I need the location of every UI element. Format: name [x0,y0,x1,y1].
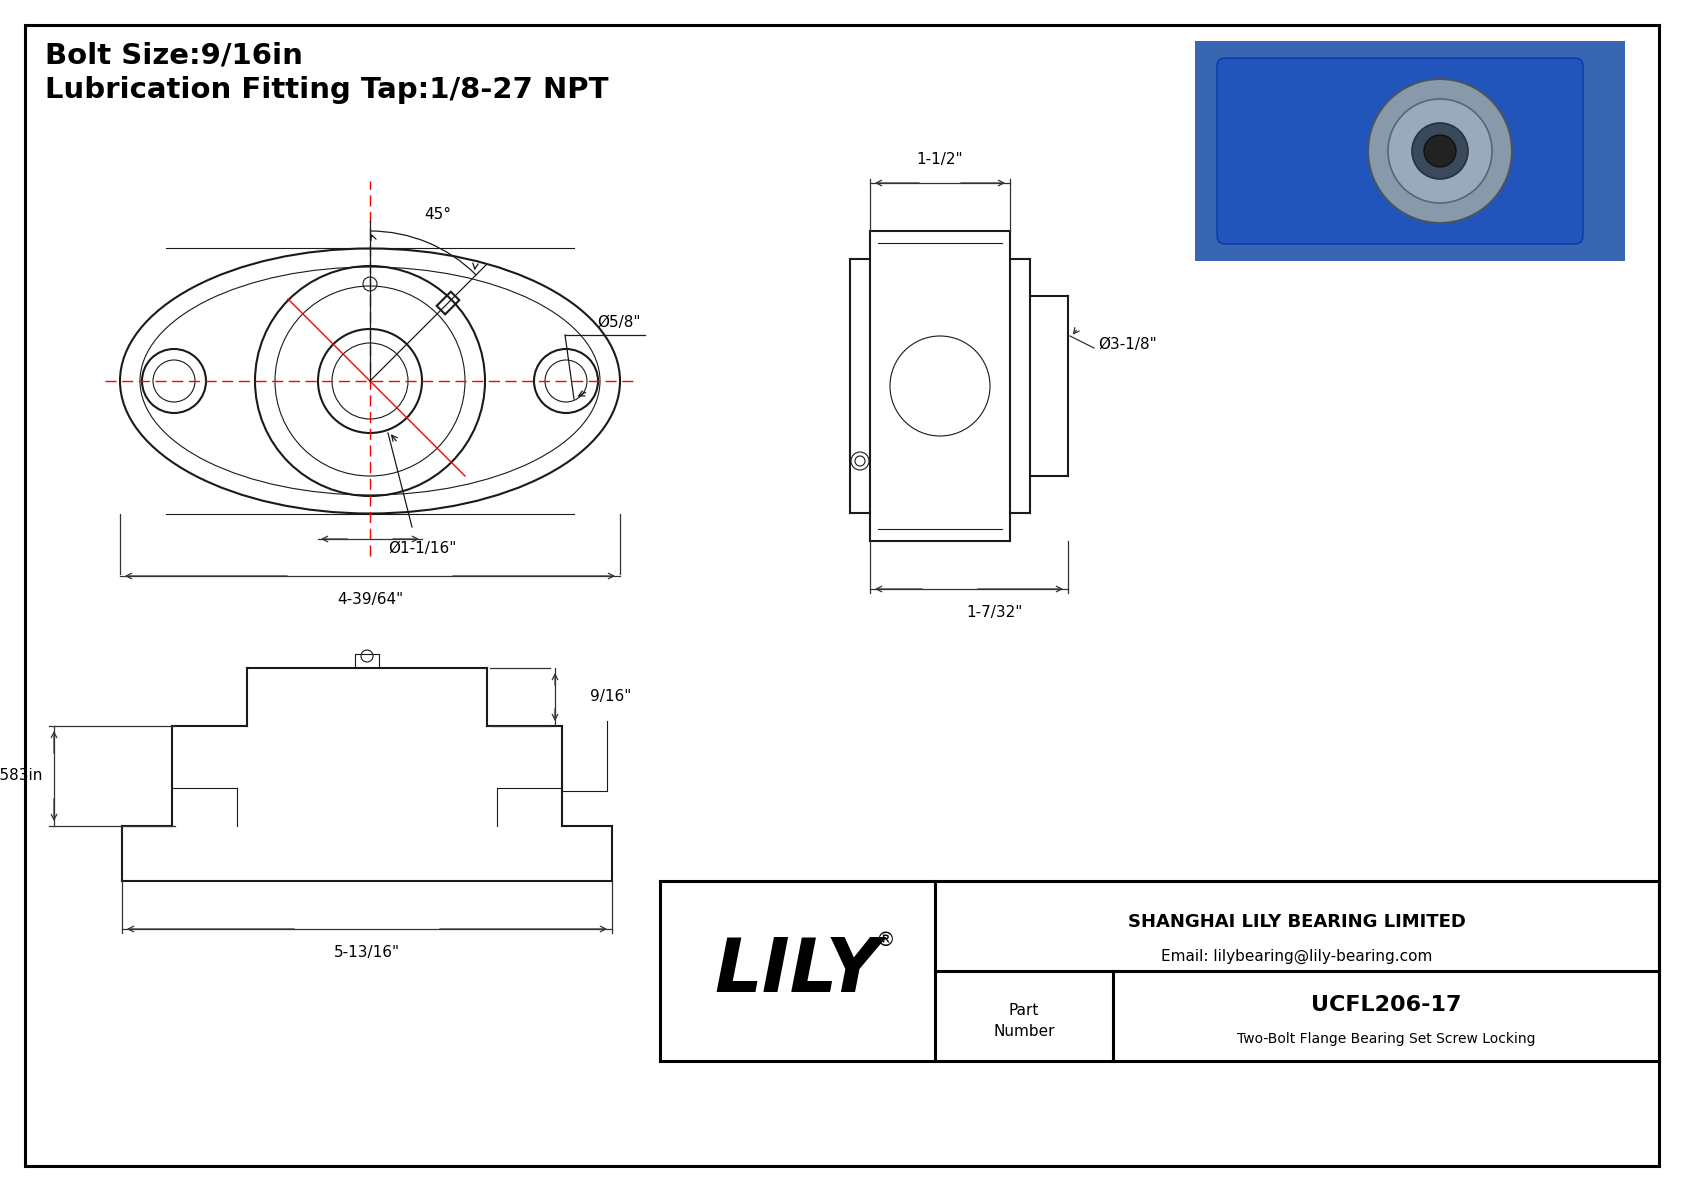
Circle shape [1425,135,1457,167]
Text: ®: ® [876,931,894,950]
Text: Bolt Size:9/16in: Bolt Size:9/16in [45,40,303,69]
Text: Two-Bolt Flange Bearing Set Screw Locking: Two-Bolt Flange Bearing Set Screw Lockin… [1236,1033,1536,1047]
FancyBboxPatch shape [1218,58,1583,244]
Text: SHANGHAI LILY BEARING LIMITED: SHANGHAI LILY BEARING LIMITED [1128,913,1467,931]
Text: 1-1/2": 1-1/2" [916,152,963,167]
Text: Part
Number: Part Number [994,1003,1054,1040]
Circle shape [1367,79,1512,223]
Circle shape [1411,123,1468,179]
Text: 1.583in: 1.583in [0,768,42,784]
Text: Lubrication Fitting Tap:1/8-27 NPT: Lubrication Fitting Tap:1/8-27 NPT [45,76,608,104]
Text: 4-39/64": 4-39/64" [337,592,402,607]
Text: Ø1-1/16": Ø1-1/16" [387,542,456,556]
Text: UCFL206-17: UCFL206-17 [1310,996,1462,1015]
Circle shape [1388,99,1492,202]
Text: Ø3-1/8": Ø3-1/8" [1098,337,1157,351]
Text: LILY: LILY [714,935,881,1008]
Text: Email: lilybearing@lily-bearing.com: Email: lilybearing@lily-bearing.com [1162,949,1433,965]
Text: 9/16": 9/16" [589,690,632,705]
FancyBboxPatch shape [1196,40,1625,261]
Text: Ø5/8": Ø5/8" [598,316,640,330]
Text: 5-13/16": 5-13/16" [333,944,401,960]
Text: 45°: 45° [424,207,451,222]
Bar [436,292,460,314]
Text: 1-7/32": 1-7/32" [967,605,1022,621]
